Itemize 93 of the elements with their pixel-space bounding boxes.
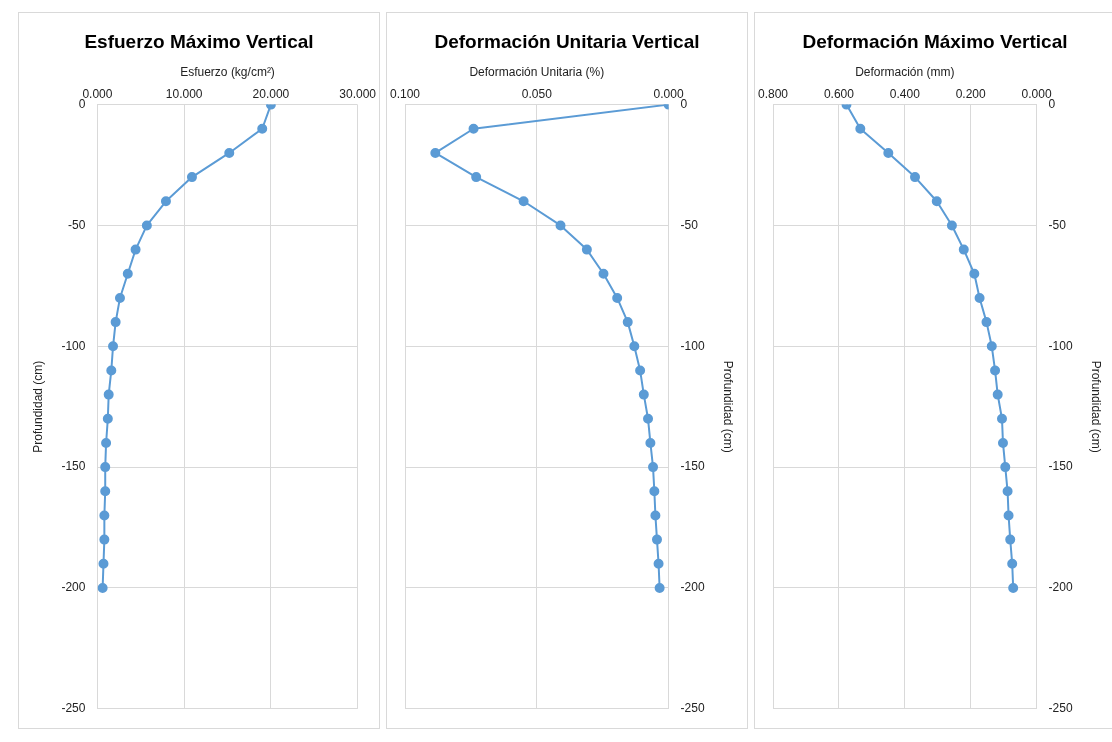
point <box>1007 558 1018 569</box>
y-tick-label: -250 <box>1048 701 1073 716</box>
point <box>102 413 113 424</box>
point <box>1000 462 1011 473</box>
point <box>101 437 112 448</box>
point <box>518 196 529 207</box>
point <box>653 558 664 569</box>
point <box>471 172 482 183</box>
point <box>649 486 660 497</box>
point <box>1002 486 1013 497</box>
point <box>97 582 108 593</box>
x-tick-label: 20.000 <box>252 86 290 101</box>
point <box>612 292 623 303</box>
point <box>257 123 268 134</box>
point <box>100 486 111 497</box>
point <box>622 317 633 328</box>
x-axis-title: Deformación Unitaria (%) <box>469 65 605 80</box>
point <box>643 413 654 424</box>
point <box>160 196 171 207</box>
point <box>997 437 1008 448</box>
y-axis-title: Profundidad (cm) <box>721 360 736 453</box>
point <box>1008 582 1019 593</box>
point <box>555 220 566 231</box>
y-tick-label: -150 <box>1048 459 1073 474</box>
y-tick-label: -150 <box>61 459 86 474</box>
point <box>581 244 592 255</box>
y-tick-label: -200 <box>1048 580 1073 595</box>
point <box>654 582 665 593</box>
point <box>883 147 894 158</box>
x-tick-label: 30.000 <box>339 86 377 101</box>
point <box>103 389 114 400</box>
point <box>629 341 640 352</box>
x-tick-label: 0.050 <box>521 86 553 101</box>
y-tick-label: -200 <box>61 580 86 595</box>
point <box>645 437 656 448</box>
x-tick-label: 0.400 <box>889 86 921 101</box>
point <box>635 365 646 376</box>
chart-title: Deformación Máximo Vertical <box>802 30 1068 52</box>
x-axis-title: Deformación (mm) <box>855 65 955 80</box>
point <box>974 292 985 303</box>
y-tick-label: -100 <box>1048 338 1073 353</box>
point <box>430 147 441 158</box>
point <box>1005 534 1016 545</box>
x-tick-label: 0.800 <box>758 86 789 101</box>
y-axis-title: Profundidad (cm) <box>30 360 45 453</box>
y-tick-label: -200 <box>680 580 705 595</box>
point <box>99 534 110 545</box>
chart-title: Esfuerzo Máximo Vertical <box>84 30 314 52</box>
point <box>931 196 942 207</box>
y-tick-label: -50 <box>68 217 86 232</box>
point <box>100 462 111 473</box>
point <box>108 341 119 352</box>
point <box>996 413 1007 424</box>
chart-title: Deformación Unitaria Vertical <box>434 30 700 52</box>
point <box>110 317 121 328</box>
y-tick-label: -50 <box>680 217 699 232</box>
point <box>651 534 662 545</box>
point <box>141 220 152 231</box>
point <box>114 292 125 303</box>
x-tick-label: 0.100 <box>390 86 421 101</box>
point <box>946 220 957 231</box>
x-tick-label: 0.200 <box>955 86 987 101</box>
y-tick-label: -50 <box>1048 217 1067 232</box>
point <box>990 365 1001 376</box>
point <box>224 147 235 158</box>
point <box>958 244 969 255</box>
point <box>981 317 992 328</box>
x-axis-title: Esfuerzo (kg/cm²) <box>180 65 275 80</box>
y-tick-label: -250 <box>61 701 86 716</box>
point <box>650 510 661 521</box>
point <box>992 389 1003 400</box>
y-axis-title: Profundidad (cm) <box>1089 360 1104 453</box>
point <box>99 510 110 521</box>
y-tick-label: -250 <box>680 701 705 716</box>
point <box>106 365 117 376</box>
point <box>598 268 609 279</box>
y-tick-label: -100 <box>680 338 705 353</box>
point <box>1003 510 1014 521</box>
point <box>638 389 649 400</box>
point <box>910 172 921 183</box>
y-tick-label: -100 <box>61 338 86 353</box>
point <box>130 244 141 255</box>
point <box>648 462 659 473</box>
y-tick-label: -150 <box>680 459 705 474</box>
point <box>855 123 866 134</box>
x-tick-label: 0.600 <box>823 86 855 101</box>
point <box>186 172 197 183</box>
point <box>122 268 133 279</box>
x-tick-label: 10.000 <box>165 86 203 101</box>
point <box>969 268 980 279</box>
point <box>468 123 479 134</box>
point <box>986 341 997 352</box>
point <box>98 558 109 569</box>
